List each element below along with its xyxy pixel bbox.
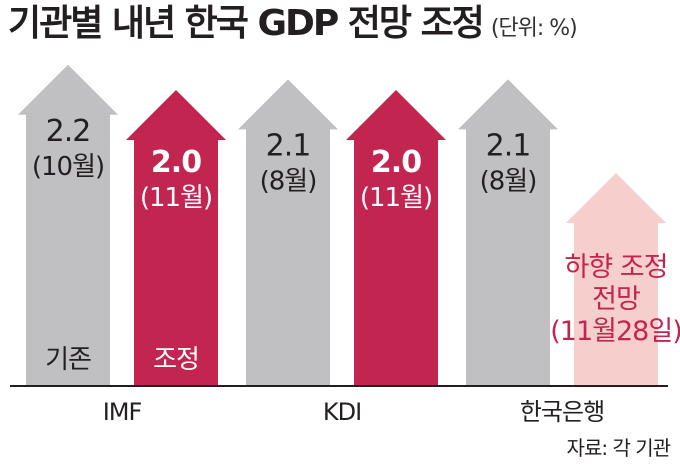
value-label-adjusted-0: 2.0 xyxy=(151,145,201,180)
annotation-line-1: 전망 xyxy=(592,284,640,315)
arrow-existing-1 xyxy=(238,79,338,387)
unit-label: (단위: %) xyxy=(490,16,578,41)
arrow-pending-2 xyxy=(566,173,666,386)
date-label-existing-2: (8월) xyxy=(480,166,537,196)
arrow-adjusted-1 xyxy=(346,90,446,386)
value-label-adjusted-1: 2.0 xyxy=(371,145,421,180)
legend-adjusted: 조정 xyxy=(153,345,199,375)
category-label-1: KDI xyxy=(323,398,361,426)
arrow-adjusted-0 xyxy=(126,90,226,386)
value-label-existing-2: 2.1 xyxy=(486,128,531,163)
title-text: 기관별 내년 한국 GDP 전망 조정 xyxy=(8,3,485,44)
value-label-existing-0: 2.2 xyxy=(46,114,91,149)
date-label-adjusted-0: (11월) xyxy=(140,183,212,213)
chart-title: 기관별 내년 한국 GDP 전망 조정 (단위: %) xyxy=(8,2,578,51)
legend-existing: 기존 xyxy=(45,345,91,375)
value-label-existing-1: 2.1 xyxy=(266,128,311,163)
annotation-line-0: 하향 조정 xyxy=(565,252,668,283)
category-label-2: 한국은행 xyxy=(520,398,604,426)
date-label-adjusted-1: (11월) xyxy=(360,183,432,213)
source-note: 자료: 각 기관 xyxy=(566,436,671,460)
arrow-existing-0 xyxy=(18,64,118,387)
date-label-existing-1: (8월) xyxy=(260,166,317,196)
category-label-0: IMF xyxy=(103,398,142,426)
arrow-existing-2 xyxy=(458,79,558,387)
date-label-existing-0: (10월) xyxy=(32,152,104,182)
annotation-line-2: (11월28일) xyxy=(550,316,680,347)
